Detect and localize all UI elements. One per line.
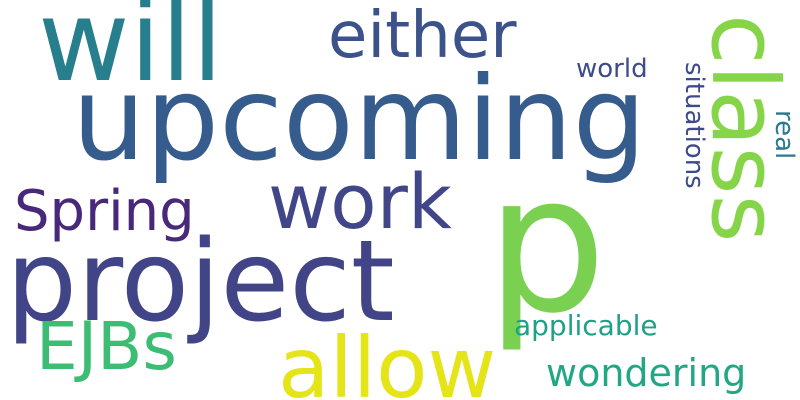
- word-work: work: [268, 157, 452, 246]
- word-upcoming: upcoming: [72, 52, 647, 187]
- word-ejbs: EJBs: [36, 308, 177, 385]
- word-will: will: [38, 0, 223, 107]
- word-p: p: [486, 134, 607, 355]
- word-project: project: [6, 217, 395, 347]
- word-situations: situations: [679, 62, 709, 189]
- word-applicable: applicable: [514, 309, 658, 342]
- word-allow: allow: [278, 319, 497, 400]
- word-wondering: wondering: [546, 351, 747, 395]
- word-spring: Spring: [14, 179, 195, 244]
- word-world: world: [576, 54, 648, 84]
- word-either: either: [328, 0, 517, 73]
- word-real: real: [769, 110, 799, 160]
